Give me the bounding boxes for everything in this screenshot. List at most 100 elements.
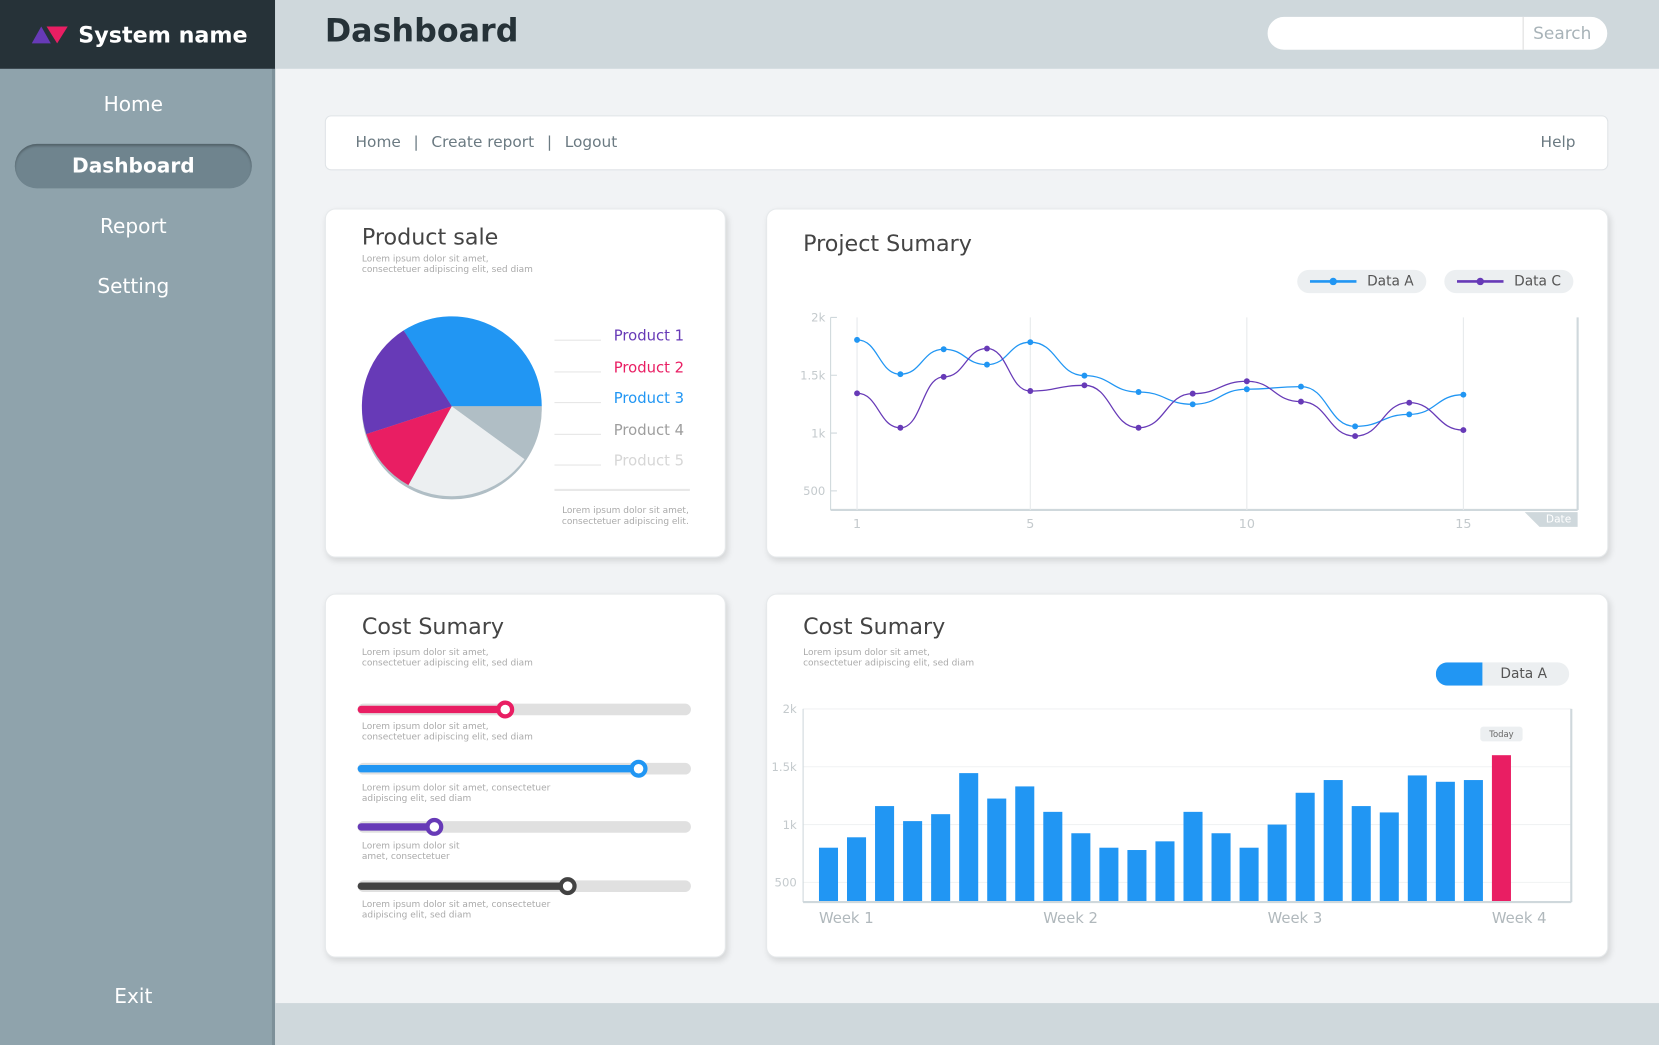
card-title: Cost Sumary xyxy=(361,613,505,640)
legend-data-a[interactable]: Data A xyxy=(1297,269,1427,294)
slider-caption: Lorem ipsum dolor sit amet, consectetuer … xyxy=(361,721,533,743)
bar xyxy=(1323,780,1343,903)
y-tick-label: 2k xyxy=(811,311,825,325)
slider-handle[interactable] xyxy=(425,817,444,836)
slider-fill xyxy=(357,764,638,772)
bar xyxy=(1463,780,1483,903)
sidebar-item-report[interactable]: Report xyxy=(99,214,167,239)
data-point xyxy=(1352,423,1359,430)
data-point xyxy=(1081,372,1088,379)
bar xyxy=(1043,811,1063,903)
project-summary-card: Project Sumary Data A Data C 2k 1.5k 1k 500… xyxy=(766,208,1609,558)
x-tick-label: 5 xyxy=(1026,516,1034,531)
data-point xyxy=(1135,389,1142,395)
slider-handle[interactable] xyxy=(495,700,514,719)
nav-separator: | xyxy=(546,134,552,152)
legend-label: Data A xyxy=(1500,666,1548,682)
bar xyxy=(1155,841,1175,903)
nav-link-create-report[interactable]: Create report xyxy=(431,134,535,152)
pie-slice xyxy=(451,406,542,460)
cost-slider-1[interactable] xyxy=(357,700,691,719)
card-description: Lorem ipsum dolor sit amet, consectetuer … xyxy=(361,253,533,276)
nav-separator: | xyxy=(413,134,419,152)
legend-label: Data C xyxy=(1514,273,1561,290)
nav-link-help[interactable]: Help xyxy=(1540,134,1576,152)
bar xyxy=(818,847,839,903)
y-tick-label: 500 xyxy=(775,876,797,890)
bar xyxy=(1379,812,1399,903)
x-tick-label: Week 4 xyxy=(1492,910,1547,927)
search-box: Search xyxy=(1266,15,1609,51)
bar xyxy=(1435,781,1455,903)
legend-line xyxy=(554,370,602,372)
sidebar-item-setting[interactable]: Setting xyxy=(97,275,170,299)
y-tick-label: 1.5k xyxy=(800,368,825,382)
card-description: Lorem ipsum dolor sit amet, consectetuer … xyxy=(361,647,533,669)
legend-data-a[interactable]: Data A xyxy=(1435,662,1570,686)
bar xyxy=(1295,792,1315,903)
search-button[interactable]: Search xyxy=(1522,16,1608,50)
x-tick-label: 1 xyxy=(853,516,861,531)
sidebar-item-exit[interactable]: Exit xyxy=(114,985,153,1009)
bar xyxy=(1211,833,1231,903)
legend-product-1: Product 1 xyxy=(613,328,685,345)
legend-line xyxy=(554,339,602,341)
bar-today xyxy=(1491,755,1511,903)
data-point xyxy=(1027,339,1034,346)
slider-handle[interactable] xyxy=(629,759,648,778)
pie-note: Lorem ipsum dolor sit amet, consectetuer … xyxy=(561,505,689,527)
data-point xyxy=(1352,433,1359,440)
pie-slice xyxy=(408,406,525,497)
bar xyxy=(1407,775,1427,903)
nav-link-home[interactable]: Home xyxy=(355,134,401,152)
cost-slider-4[interactable] xyxy=(357,876,691,895)
y-tick-label: 500 xyxy=(803,484,825,498)
slider-fill xyxy=(357,823,435,831)
legend-data-c[interactable]: Data C xyxy=(1444,269,1574,294)
date-tag xyxy=(1524,512,1578,527)
cost-summary-chart-card: Cost Sumary Lorem ipsum dolor sit amet, c… xyxy=(766,593,1609,958)
bar xyxy=(875,806,895,903)
data-point xyxy=(854,336,861,343)
slider-handle[interactable] xyxy=(559,876,578,895)
x-tick-label: 15 xyxy=(1455,516,1471,531)
data-point xyxy=(940,346,947,353)
slider-fill xyxy=(357,705,505,714)
today-tooltip xyxy=(1480,726,1523,742)
footer-bar xyxy=(275,1003,1659,1045)
cost-slider-2[interactable] xyxy=(357,759,691,778)
page-title: Dashboard xyxy=(324,12,519,50)
sidebar-item-home[interactable]: Home xyxy=(103,93,163,117)
series-line-data-a xyxy=(857,339,1464,428)
bar xyxy=(1351,806,1371,903)
card-title: Project Sumary xyxy=(803,230,972,257)
y-tick-label: 1k xyxy=(783,818,797,832)
bar xyxy=(1099,847,1119,903)
legend-line xyxy=(554,433,602,435)
series-line-data-c xyxy=(857,347,1464,437)
cost-slider-3[interactable] xyxy=(357,817,691,836)
y-tick-label: 1k xyxy=(811,426,825,440)
pie-chart xyxy=(361,316,542,500)
nav-link-logout[interactable]: Logout xyxy=(564,134,618,152)
product-sale-card: Product sale Lorem ipsum dolor sit amet,… xyxy=(324,208,726,558)
divider xyxy=(554,488,690,491)
search-input[interactable] xyxy=(1267,16,1523,50)
today-label: Today xyxy=(1488,729,1513,739)
slider-caption: Lorem ipsum dolor sit amet, consectetuer xyxy=(361,841,460,863)
data-point xyxy=(1298,398,1304,405)
data-point xyxy=(1081,382,1088,389)
legend-product-5: Product 5 xyxy=(613,452,685,470)
bar xyxy=(987,798,1007,903)
logo-icon xyxy=(31,25,68,43)
bar xyxy=(931,814,951,903)
legend-line xyxy=(554,464,602,466)
y-tick-label: 1.5k xyxy=(772,760,797,774)
line-legend-icon xyxy=(1457,277,1504,286)
bar xyxy=(1267,824,1287,903)
bar-legend-swatch xyxy=(1435,662,1483,686)
sidebar-item-dashboard[interactable]: Dashboard xyxy=(14,143,252,189)
bar xyxy=(959,773,979,903)
data-point xyxy=(1406,399,1413,406)
pie-slice xyxy=(366,406,452,486)
